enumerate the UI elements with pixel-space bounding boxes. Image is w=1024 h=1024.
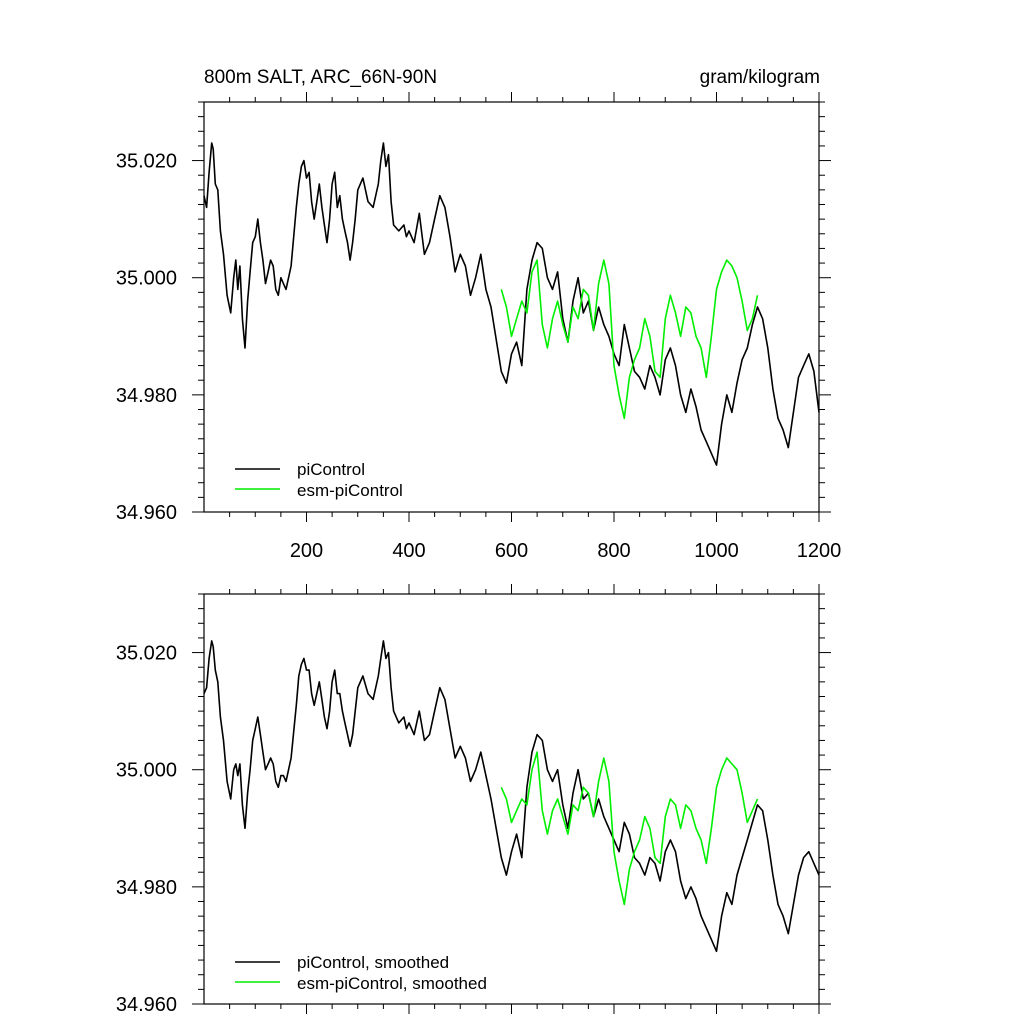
y-tick-label: 35.000 — [116, 760, 177, 782]
units-label: gram/kilogram — [700, 67, 820, 88]
y-tick-label: 35.020 — [116, 643, 177, 665]
bottom-panel-ticks: 34.960 34.980 35.000 35.020 — [116, 584, 831, 1016]
bottom-panel-frame — [203, 593, 820, 1005]
y-tick-label: 34.960 — [116, 994, 177, 1016]
top-panel-legend: piControl esm-piControl — [235, 460, 403, 500]
y-tick-label: 34.980 — [116, 385, 177, 407]
legend-label-esm-piControl-smoothed: esm-piControl, smoothed — [297, 974, 487, 993]
series-line-piControl-smoothed — [203, 640, 820, 953]
bottom-panel: 34.960 34.980 35.000 35.020 piControl, smoo… — [116, 584, 831, 1016]
legend-label-esm-piControl: esm-piControl — [297, 481, 403, 500]
x-tick-label: 1200 — [797, 540, 842, 562]
legend-label-piControl: piControl — [297, 460, 365, 479]
bottom-panel-series — [203, 640, 820, 953]
x-tick-label: 1000 — [694, 540, 739, 562]
top-panel-frame — [203, 101, 820, 513]
series-line-esm-piControl-smoothed — [500, 751, 759, 906]
y-tick-label: 34.960 — [116, 502, 177, 524]
y-tick-label: 34.980 — [116, 877, 177, 899]
x-tick-label: 200 — [290, 540, 323, 562]
y-tick-label: 35.000 — [116, 268, 177, 290]
top-panel-ticks: 34.960 34.980 35.000 35.020 200 400 600 800 1000… — [116, 92, 841, 562]
chart-title: 800m SALT, ARC_66N-90N — [204, 67, 437, 88]
series-line-piControl — [203, 142, 820, 466]
bottom-panel-legend: piControl, smoothed esm-piControl, smoot… — [235, 953, 487, 993]
top-panel-series — [203, 142, 820, 466]
legend-label-piControl-smoothed: piControl, smoothed — [297, 953, 449, 972]
y-tick-label: 35.020 — [116, 151, 177, 173]
series-line-esm-piControl — [500, 259, 759, 420]
top-panel: 800m SALT, ARC_66N-90N gram/kilogram 34.… — [116, 67, 841, 562]
x-tick-label: 400 — [392, 540, 425, 562]
x-tick-label: 800 — [597, 540, 630, 562]
x-tick-label: 600 — [495, 540, 528, 562]
